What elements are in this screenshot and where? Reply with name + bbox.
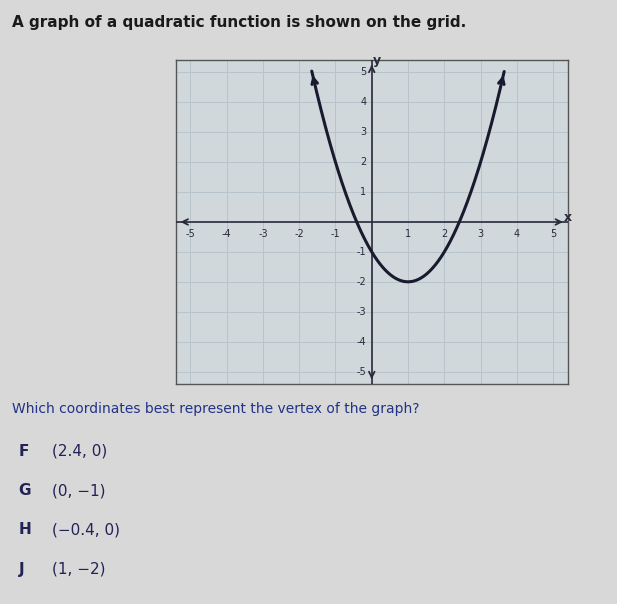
Text: H: H — [19, 522, 31, 538]
Text: A graph of a quadratic function is shown on the grid.: A graph of a quadratic function is shown… — [12, 15, 466, 30]
Text: -4: -4 — [357, 336, 366, 347]
Text: 5: 5 — [360, 68, 366, 77]
Text: (1, −2): (1, −2) — [52, 562, 106, 577]
Text: F: F — [19, 444, 29, 459]
Text: (−0.4, 0): (−0.4, 0) — [52, 522, 120, 538]
Text: -3: -3 — [357, 307, 366, 316]
Text: x: x — [565, 211, 573, 224]
Text: 1: 1 — [405, 230, 411, 239]
Text: -4: -4 — [222, 230, 231, 239]
Text: 4: 4 — [360, 97, 366, 108]
Text: (0, −1): (0, −1) — [52, 483, 106, 498]
Text: G: G — [19, 483, 31, 498]
Text: -5: -5 — [186, 230, 195, 239]
Text: (2.4, 0): (2.4, 0) — [52, 444, 108, 459]
Text: 2: 2 — [441, 230, 447, 239]
Text: -1: -1 — [331, 230, 341, 239]
Text: 1: 1 — [360, 187, 366, 197]
Text: J: J — [19, 562, 24, 577]
Text: -2: -2 — [294, 230, 304, 239]
Text: y: y — [373, 54, 381, 68]
Text: 4: 4 — [514, 230, 520, 239]
Text: 3: 3 — [478, 230, 484, 239]
Text: Which coordinates best represent the vertex of the graph?: Which coordinates best represent the ver… — [12, 402, 420, 416]
Text: -3: -3 — [258, 230, 268, 239]
Text: -1: -1 — [357, 247, 366, 257]
Text: 2: 2 — [360, 157, 366, 167]
Text: 5: 5 — [550, 230, 557, 239]
Text: 3: 3 — [360, 127, 366, 137]
Text: -2: -2 — [357, 277, 366, 287]
Text: -5: -5 — [357, 367, 366, 376]
